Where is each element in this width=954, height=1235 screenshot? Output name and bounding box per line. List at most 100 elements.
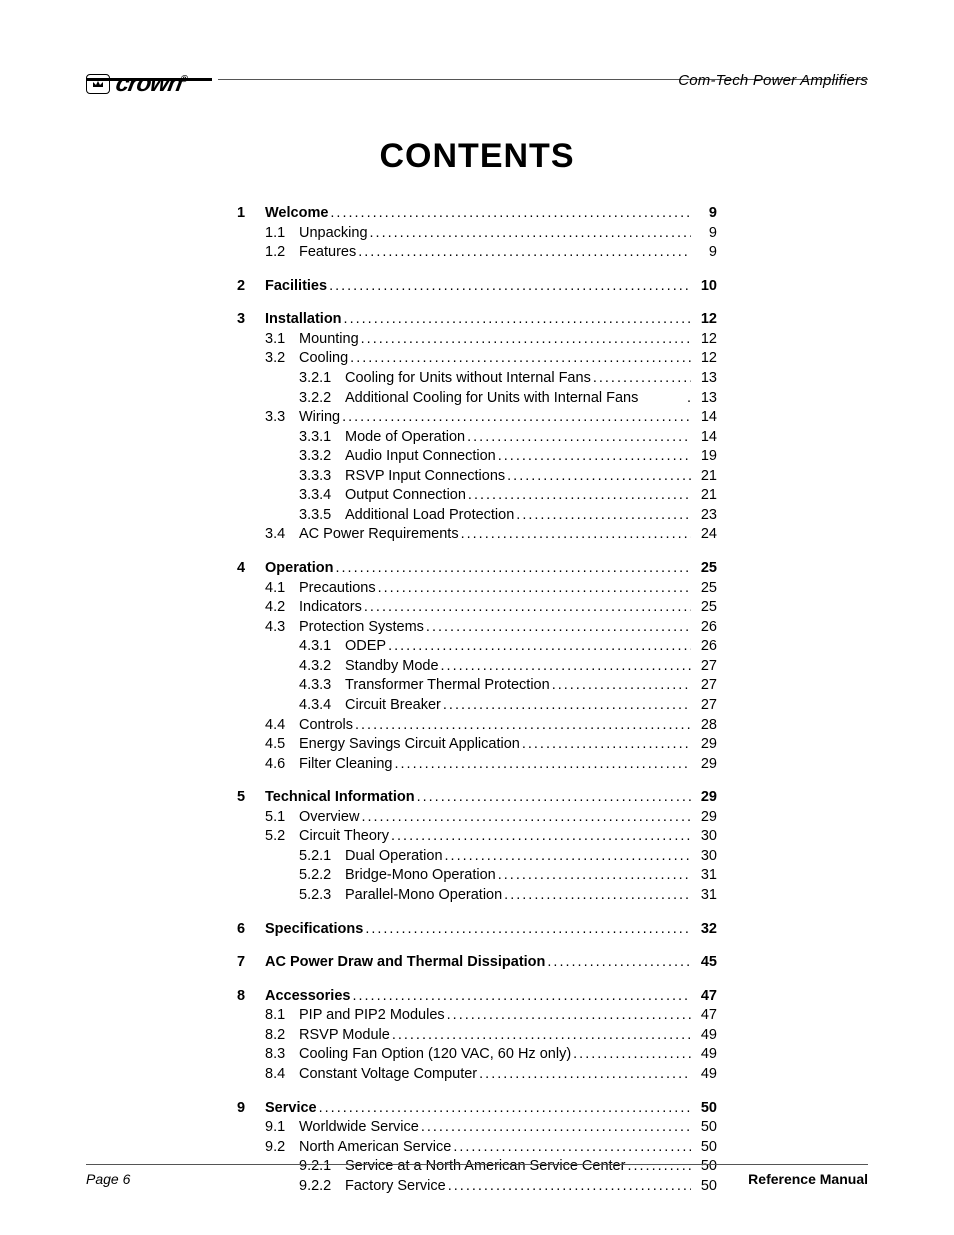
toc-page: 25: [691, 559, 717, 579]
toc-leader: [353, 716, 691, 736]
toc-leader: [571, 1045, 691, 1065]
toc-page: 30: [691, 847, 717, 867]
toc-leader: [376, 579, 691, 599]
toc-page: 50: [691, 1099, 717, 1119]
toc-label: Circuit Breaker: [345, 696, 441, 716]
toc-row: 4.1Precautions25: [237, 579, 717, 599]
toc-sub-number: 8.2: [265, 1026, 299, 1046]
toc-row: 9.2North American Service50: [237, 1138, 717, 1158]
toc-label: Wiring: [299, 408, 340, 428]
toc-label: AC Power Draw and Thermal Dissipation: [265, 953, 545, 973]
toc-section-number: 3: [237, 310, 265, 330]
doc-title: Com-Tech Power Amplifiers: [678, 72, 868, 89]
toc-row: 4.3.4Circuit Breaker27: [237, 696, 717, 716]
toc-sub-number: 3.3: [265, 408, 299, 428]
toc-subsub-number: 4.3.3: [299, 676, 345, 696]
toc-label: Features: [299, 243, 356, 263]
toc-page: 14: [691, 408, 717, 428]
toc-sub-number: 4.6: [265, 755, 299, 775]
toc-label: AC Power Requirements: [299, 525, 459, 545]
toc-row: 8Accessories47: [237, 987, 717, 1007]
toc-subsub-number: 3.3.2: [299, 447, 345, 467]
toc-row: 1.2Features 9: [237, 243, 717, 263]
toc-leader: [389, 827, 691, 847]
toc-leader: [550, 676, 691, 696]
toc-label: Dual Operation: [345, 847, 443, 867]
toc-label: Controls: [299, 716, 353, 736]
toc-row: 8.1PIP and PIP2 Modules47: [237, 1006, 717, 1026]
toc-row: 7AC Power Draw and Thermal Dissipation45: [237, 953, 717, 973]
toc-label: PIP and PIP2 Modules: [299, 1006, 445, 1026]
toc-leader: [340, 408, 691, 428]
toc-label: RSVP Input Connections: [345, 467, 505, 487]
toc-sub-number: 3.1: [265, 330, 299, 350]
toc-sub-number: 1.2: [265, 243, 299, 263]
toc-label: Circuit Theory: [299, 827, 389, 847]
toc-row: 2Facilities10: [237, 277, 717, 297]
toc-label: Filter Cleaning: [299, 755, 393, 775]
toc-label: Cooling Fan Option (120 VAC, 60 Hz only): [299, 1045, 571, 1065]
toc-label: Worldwide Service: [299, 1118, 419, 1138]
toc-row: 3Installation12: [237, 310, 717, 330]
toc-page: 13: [691, 389, 717, 409]
toc-page: 24: [691, 525, 717, 545]
page-footer: Page 6 Reference Manual: [86, 1164, 868, 1187]
toc-section: 2Facilities10: [237, 277, 717, 297]
toc-row: 1Welcome9: [237, 204, 717, 224]
toc-row: 4.3Protection Systems26: [237, 618, 717, 638]
toc-leader: .: [638, 389, 691, 409]
toc-leader: [386, 637, 691, 657]
toc-label: Transformer Thermal Protection: [345, 676, 550, 696]
toc-section-number: 4: [237, 559, 265, 579]
toc-page: 12: [691, 310, 717, 330]
toc-leader: [445, 1006, 691, 1026]
toc-page: 31: [691, 866, 717, 886]
toc-leader: [424, 618, 691, 638]
toc-sub-number: 1.1: [265, 224, 299, 244]
toc-label: Bridge-Mono Operation: [345, 866, 496, 886]
toc-leader: [443, 847, 691, 867]
toc-label: Indicators: [299, 598, 362, 618]
toc-subsub-number: 4.3.4: [299, 696, 345, 716]
toc-leader: [363, 920, 691, 940]
toc-section-number: 5: [237, 788, 265, 808]
toc-row: 5.2.2Bridge-Mono Operation31: [237, 866, 717, 886]
brand-logo: crown®: [86, 70, 186, 98]
toc-page: 28: [691, 716, 717, 736]
toc-label: RSVP Module: [299, 1026, 390, 1046]
toc-section-number: 2: [237, 277, 265, 297]
toc-leader: [317, 1099, 691, 1119]
toc-section-number: 1: [237, 204, 265, 224]
toc-section-number: 6: [237, 920, 265, 940]
toc-label: Service: [265, 1099, 317, 1119]
toc-leader: [368, 224, 691, 244]
toc-page: 47: [691, 987, 717, 1007]
toc-page: 29: [691, 808, 717, 828]
toc-leader: [496, 447, 691, 467]
toc-leader: [333, 559, 691, 579]
toc-page: 25: [691, 598, 717, 618]
toc-page: 9: [691, 243, 717, 263]
toc-row: 4.4Controls28: [237, 716, 717, 736]
toc-label: Overview: [299, 808, 359, 828]
toc-leader: [514, 506, 691, 526]
toc-row: 3.3.4Output Connection21: [237, 486, 717, 506]
toc-page: 12: [691, 330, 717, 350]
toc-leader: [451, 1138, 691, 1158]
toc-row: 3.3.5Additional Load Protection23: [237, 506, 717, 526]
toc-leader: [502, 886, 691, 906]
toc-sub-number: 4.5: [265, 735, 299, 755]
toc-sub-number: 3.2: [265, 349, 299, 369]
toc-leader: [496, 866, 691, 886]
toc-subsub-number: 3.3.4: [299, 486, 345, 506]
footer-manual-label: Reference Manual: [748, 1171, 868, 1187]
toc-subsub-number: 3.2.1: [299, 369, 345, 389]
toc-label: Cooling: [299, 349, 348, 369]
toc-leader: [327, 277, 691, 297]
toc-page: 10: [691, 277, 717, 297]
toc-leader: [545, 953, 691, 973]
toc-leader: [466, 486, 691, 506]
toc-label: Additional Load Protection: [345, 506, 514, 526]
toc-label: Standby Mode: [345, 657, 439, 677]
toc-label: Parallel-Mono Operation: [345, 886, 502, 906]
